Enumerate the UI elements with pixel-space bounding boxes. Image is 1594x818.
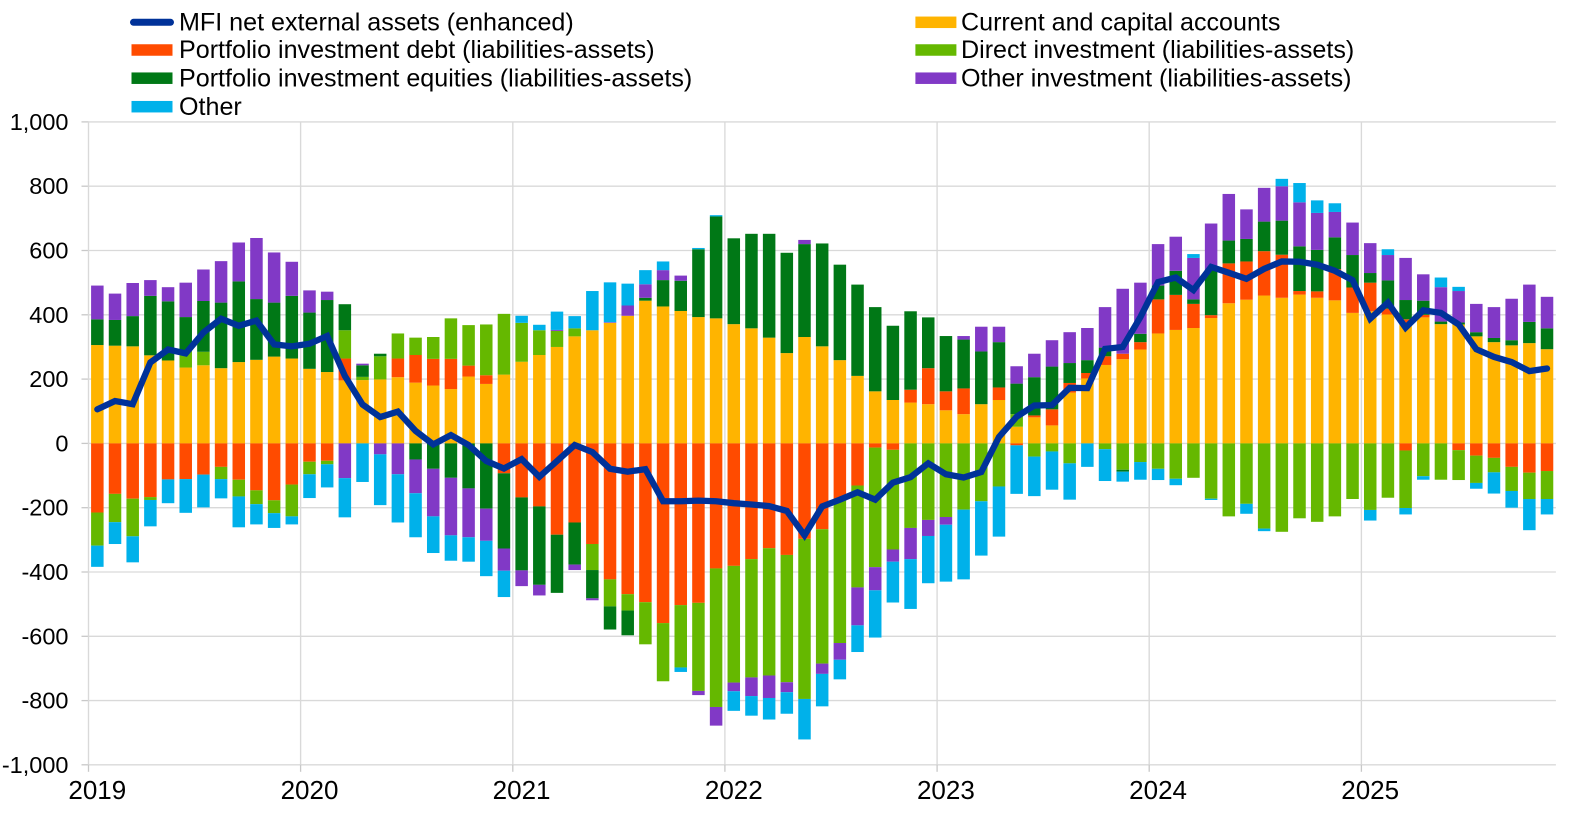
svg-text:-1,000: -1,000	[2, 752, 69, 778]
svg-text:2023: 2023	[917, 775, 975, 805]
svg-text:-800: -800	[21, 688, 68, 714]
svg-text:2025: 2025	[1341, 775, 1399, 805]
svg-text:MFI net external assets (enhan: MFI net external assets (enhanced)	[179, 9, 574, 37]
svg-text:2022: 2022	[705, 775, 763, 805]
svg-text:Other: Other	[179, 93, 242, 121]
svg-text:Current and capital accounts: Current and capital accounts	[961, 9, 1280, 37]
svg-text:Direct investment (liabilities: Direct investment (liabilities-assets)	[961, 36, 1354, 64]
svg-text:-600: -600	[21, 623, 68, 649]
svg-text:2024: 2024	[1129, 775, 1187, 805]
svg-text:1,000: 1,000	[10, 109, 69, 135]
svg-text:2020: 2020	[281, 775, 339, 805]
svg-text:Other investment (liabilities-: Other investment (liabilities-assets)	[961, 64, 1351, 92]
svg-text:600: 600	[29, 238, 68, 264]
svg-text:800: 800	[29, 173, 68, 199]
svg-text:2021: 2021	[493, 775, 551, 805]
svg-text:Portfolio investment equities: Portfolio investment equities (liabiliti…	[179, 64, 692, 92]
svg-text:0: 0	[55, 430, 68, 456]
svg-text:400: 400	[29, 302, 68, 328]
svg-text:Portfolio investment debt (lia: Portfolio investment debt (liabilities-a…	[179, 36, 655, 64]
svg-text:-400: -400	[21, 559, 68, 585]
svg-text:-200: -200	[21, 495, 68, 521]
svg-text:200: 200	[29, 366, 68, 392]
svg-text:2019: 2019	[68, 775, 126, 805]
